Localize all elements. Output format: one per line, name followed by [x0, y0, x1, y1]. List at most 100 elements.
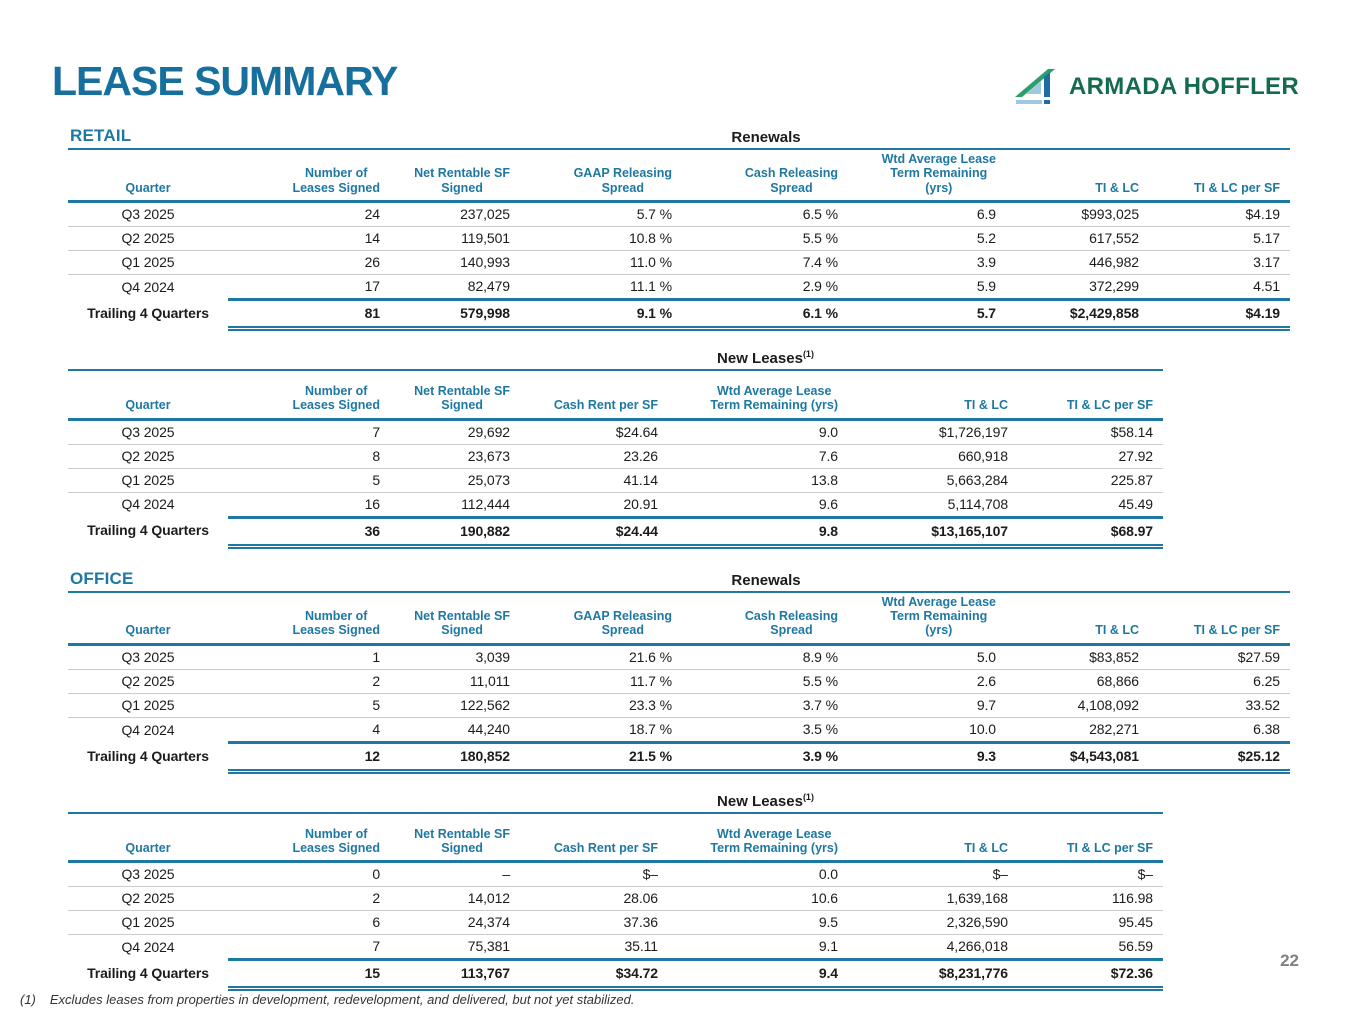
- table-cell: 8.9 %: [682, 644, 848, 670]
- table-cell: 56.59: [1018, 934, 1163, 962]
- table-row: Q1 2025 6 24,374 37.36 9.5 2,326,590 95.45: [68, 910, 1163, 936]
- table-row: Q3 2025 0– $– 0.0 $– $–: [68, 861, 1163, 888]
- table-row: Q2 2025 14 119,501 10.8 % 5.5 % 5.2 617,552 5.1…: [68, 226, 1290, 252]
- table-cell: 9.7: [848, 693, 1006, 718]
- table-row: Q3 2025 24 237,025 5.7 % 6.5 % 6.9 $993,025 $4.…: [68, 201, 1290, 228]
- total-cell: Trailing 4 Quarters: [87, 304, 209, 321]
- column-header-label: TI & LC per SF: [1193, 623, 1280, 638]
- column-header: Quarter: [68, 592, 228, 646]
- column-header: GAAP Releasing Spread: [520, 150, 682, 204]
- table-row: Q1 2025 5 122,562 23.3 % 3.7 % 9.7 4,108,092 33…: [68, 693, 1290, 718]
- column-header-label: GAAP Releasing Spread: [573, 609, 672, 638]
- table-title-bar: OFFICE Renewals: [68, 567, 1290, 593]
- table-cell: 23.3 %: [520, 693, 682, 718]
- table-cell: 7.4 %: [682, 250, 848, 276]
- total-cell: Trailing 4 Quarters: [87, 522, 209, 539]
- double-rule-cell: [682, 769, 848, 774]
- table-cell: 28.06: [520, 886, 668, 912]
- header-row: Quarter Number of Leases Signed Net Rentab…: [68, 813, 1163, 864]
- column-header-label: Wtd Average Lease Term Remaining (yrs): [881, 152, 996, 195]
- column-header: Quarter: [68, 150, 228, 204]
- total-row: Trailing 4 Quarters 36 190,882 $24.44 9.8 $13…: [68, 517, 1163, 546]
- table-cell: 6.9: [848, 201, 1006, 228]
- table-cell: 13.8: [668, 468, 848, 493]
- section-office: OFFICE Renewals Quarter Number of Leases Si…: [68, 567, 1290, 992]
- table-cell: 3.7 %: [682, 693, 848, 718]
- double-rule-cell: [390, 987, 520, 992]
- table-cell: Q3 2025: [68, 419, 228, 445]
- table-cell: 33.52: [1149, 693, 1290, 718]
- table-cell: 14,012: [390, 886, 520, 912]
- table-cell: 6.25: [1149, 669, 1290, 694]
- column-header-label: Number of Leases Signed: [292, 826, 380, 855]
- table-cell: 5.2: [848, 226, 1006, 252]
- double-rule-cell: [390, 327, 520, 332]
- table-cell: 9.0: [668, 419, 848, 445]
- footnote: (1) Excludes leases from properties in de…: [20, 992, 635, 1007]
- table-cell: 25,073: [390, 468, 520, 493]
- double-rule-cell: [1149, 327, 1290, 332]
- table-cell: 9.1: [668, 934, 848, 962]
- table-cell: 2: [228, 669, 390, 694]
- double-rule-cell: [668, 544, 848, 549]
- table-cell: 4.51: [1149, 274, 1290, 302]
- sections-container: RETAIL Renewals Quarter Number of Leases Si…: [68, 124, 1290, 992]
- total-row: Trailing 4 Quarters 15 113,767 $34.72 9.4 $8,…: [68, 959, 1163, 989]
- column-header-label: TI & LC: [964, 398, 1008, 413]
- column-header-label: Net Rentable SF Signed: [414, 166, 510, 195]
- table-cell: Q3 2025: [68, 861, 228, 888]
- table-cell: 14: [228, 226, 390, 252]
- table-cell: 4,108,092: [1006, 693, 1149, 718]
- lease-table: Quarter Number of Leases Signed Net Rentab…: [68, 150, 1290, 332]
- table-row: Q4 2024 4 44,240 18.7 % 3.5 % 10.0 282,271 6.38: [68, 717, 1290, 744]
- table-cell: $24.64: [520, 419, 668, 445]
- double-rule-cell: [1018, 987, 1163, 992]
- column-header-label: Quarter: [125, 840, 171, 855]
- column-header: Wtd Average Lease Term Remaining (yrs): [668, 371, 848, 421]
- column-header-label: Net Rentable SF Signed: [414, 826, 510, 855]
- double-rule-cell: [848, 544, 1018, 549]
- table-cell: 5.9: [848, 274, 1006, 302]
- total-cell: Trailing 4 Quarters: [87, 747, 209, 764]
- table-cell: 24: [228, 201, 390, 228]
- lease-table: Quarter Number of Leases Signed Net Rentab…: [68, 592, 1290, 774]
- column-header-label: Net Rentable SF Signed: [414, 609, 510, 638]
- table-cell: Q4 2024: [121, 939, 175, 955]
- table-cell: 37.36: [520, 910, 668, 936]
- header-row: Quarter Number of Leases Signed Net Rentab…: [68, 150, 1290, 204]
- table-cell: 10.6: [668, 886, 848, 912]
- table-cell: 6: [228, 910, 390, 936]
- table-cell: 82,479: [390, 274, 520, 302]
- table-cell: 3.17: [1149, 250, 1290, 276]
- column-header: Cash Rent per SF: [520, 813, 668, 864]
- footnote-text: Excludes leases from properties in devel…: [49, 992, 635, 1007]
- table-cell: 7: [228, 934, 390, 962]
- table-cell: 3.5 %: [682, 717, 848, 744]
- double-rule-cell: [848, 987, 1018, 992]
- total-double-rule: [68, 544, 1163, 549]
- table-cell: –: [390, 861, 520, 888]
- table-cell: 11,011: [390, 669, 520, 694]
- double-rule-cell: [848, 327, 1006, 332]
- table-cell: $58.14: [1018, 419, 1163, 445]
- table-cell: 2.9 %: [682, 274, 848, 302]
- column-header-label: Cash Rent per SF: [553, 398, 658, 413]
- column-header-label: Number of Leases Signed: [292, 609, 380, 638]
- total-double-rule: [68, 987, 1163, 992]
- table-cell: 3,039: [390, 644, 520, 670]
- table-cell: 2,326,590: [848, 910, 1018, 936]
- total-double-rule: [68, 769, 1290, 774]
- column-header: TI & LC: [848, 813, 1018, 864]
- double-rule-cell: [682, 327, 848, 332]
- column-header: Wtd Average Lease Term Remaining (yrs): [668, 813, 848, 864]
- table-cell: 2: [228, 886, 390, 912]
- double-rule-cell: [1149, 769, 1290, 774]
- column-header-label: GAAP Releasing Spread: [573, 166, 672, 195]
- table-cell: 0.0: [668, 861, 848, 888]
- armada-hoffler-sail-icon: [1015, 69, 1056, 104]
- total-cell: $4,543,081: [1006, 742, 1149, 771]
- table-cell: 68,866: [1006, 669, 1149, 694]
- total-double-rule: [68, 327, 1290, 332]
- total-cell: $68.97: [1018, 517, 1163, 546]
- table-cell: 1: [228, 644, 390, 670]
